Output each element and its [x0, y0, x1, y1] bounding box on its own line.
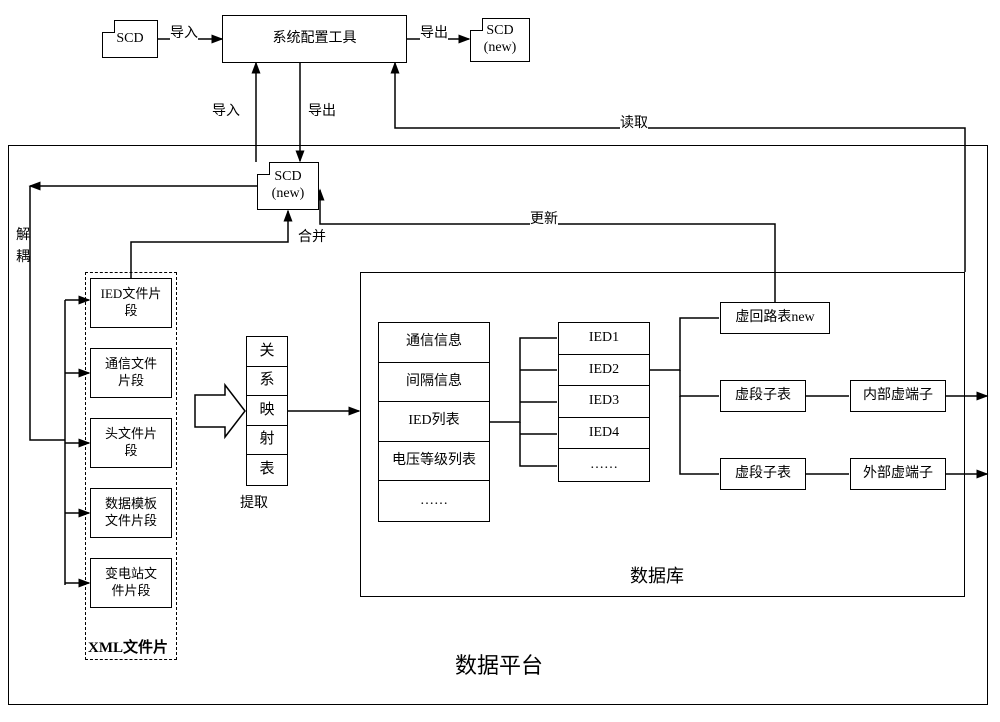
xml-ied-fragment: IED文件片 段 [90, 278, 172, 328]
virtual-segment-2-label: 虚段子表 [735, 465, 791, 483]
virtual-segment-1-box: 虚段子表 [720, 380, 806, 412]
map-char-2: 系 [259, 371, 274, 391]
decouple-label: 解 耦 [16, 225, 30, 270]
scd-output-label: SCD (new) [484, 23, 517, 57]
scd-input-doc: SCD [102, 20, 158, 58]
database-title: 数据库 [630, 562, 684, 588]
ied2: IED2 [589, 361, 619, 379]
xml-group-title: XML文件片 [88, 636, 168, 657]
xml-station-label: 变电站文 件片段 [105, 566, 157, 600]
virtual-loop-new-box: 虚回路表new [720, 302, 830, 334]
virtual-segment-1-label: 虚段子表 [735, 387, 791, 405]
relation-map-table: 关 系 映 射 表 [246, 336, 288, 486]
merge-label: 合并 [298, 226, 326, 246]
ied4: IED4 [589, 424, 619, 442]
xml-template-label: 数据模板 文件片段 [105, 496, 157, 530]
ied-stack: IED1 IED2 IED3 IED4 …… [558, 322, 650, 482]
external-terminal-label: 外部虚端子 [863, 465, 933, 483]
update-label: 更新 [530, 208, 558, 228]
internal-terminal-box: 内部虚端子 [850, 380, 946, 412]
info-bay: 间隔信息 [406, 373, 462, 391]
virtual-loop-new-label: 虚回路表new [735, 309, 814, 327]
info-more: …… [420, 492, 448, 510]
map-char-3: 映 [259, 401, 274, 421]
virtual-segment-2-box: 虚段子表 [720, 458, 806, 490]
info-voltage: 电压等级列表 [392, 452, 476, 470]
platform-title: 数据平台 [455, 648, 543, 680]
import-label-1: 导入 [170, 22, 198, 42]
diagram-canvas: SCD 系统配置工具 SCD (new) SCD (new) IED文件片 段 … [0, 0, 1000, 722]
export-label-2: 导出 [308, 100, 336, 120]
xml-station-fragment: 变电站文 件片段 [90, 558, 172, 608]
xml-comm-label: 通信文件 片段 [105, 356, 157, 390]
internal-terminal-label: 内部虚端子 [863, 387, 933, 405]
scd-output-doc: SCD (new) [470, 18, 530, 62]
xml-comm-fragment: 通信文件 片段 [90, 348, 172, 398]
ied-more: …… [590, 456, 618, 474]
config-tool-box: 系统配置工具 [222, 15, 407, 63]
extract-label: 提取 [240, 492, 268, 512]
xml-ied-label: IED文件片 段 [101, 286, 162, 320]
info-comm: 通信信息 [406, 333, 462, 351]
xml-header-fragment: 头文件片 段 [90, 418, 172, 468]
scd-input-label: SCD [116, 31, 143, 48]
ied1: IED1 [589, 329, 619, 347]
info-ied-list: IED列表 [408, 412, 459, 430]
read-label: 读取 [620, 112, 648, 132]
info-list-stack: 通信信息 间隔信息 IED列表 电压等级列表 …… [378, 322, 490, 522]
export-label-1: 导出 [420, 22, 448, 42]
config-tool-label: 系统配置工具 [273, 30, 357, 48]
map-char-4: 射 [259, 430, 274, 450]
external-terminal-box: 外部虚端子 [850, 458, 946, 490]
ied3: IED3 [589, 392, 619, 410]
xml-header-label: 头文件片 段 [105, 426, 157, 460]
map-char-5: 表 [259, 460, 274, 480]
import-label-2: 导入 [212, 100, 240, 120]
xml-template-fragment: 数据模板 文件片段 [90, 488, 172, 538]
map-char-1: 关 [259, 342, 274, 362]
